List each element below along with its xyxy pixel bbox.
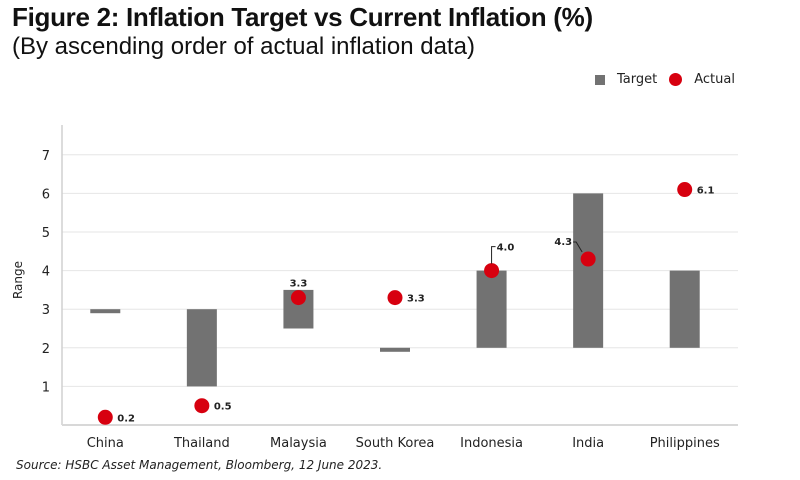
y-tick-labels: 1 2 3 4 5 6 7 [42,149,50,396]
category-label: China [87,436,124,451]
actual-point [194,398,210,414]
category-label: South Korea [356,436,435,451]
actual-point [387,290,403,306]
actual-point [97,409,113,425]
target-bar [669,270,700,348]
category-label: Malaysia [270,436,327,451]
data-label: 4.0 [497,243,515,254]
leader-line [491,246,496,264]
category-label: India [572,436,604,451]
legend-target-swatch [595,74,605,85]
data-label: 3.3 [407,294,425,305]
actual-point [290,290,306,306]
data-label: 6.1 [697,186,715,197]
data-label: 0.5 [214,402,232,413]
target-bar [476,270,507,348]
data-label: 3.3 [290,279,308,290]
category-labels: China Thailand Malaysia South Korea Indonesi… [87,436,720,451]
target-bar [186,309,217,387]
legend-target-label: Target [617,72,658,87]
y-tick-label: 7 [42,149,50,164]
category-label: Philippines [650,436,720,451]
leader-line [573,241,583,253]
target-bars [90,193,700,387]
target-bar [90,309,121,314]
data-label: 4.3 [554,237,572,248]
target-bar [380,347,410,352]
actual-point [677,182,693,198]
category-label: Thailand [173,436,230,451]
y-tick-label: 6 [42,187,50,202]
legend-actual-label: Actual [694,72,735,87]
y-tick-label: 1 [42,380,50,395]
source-note: Source: HSBC Asset Management, Bloomberg… [16,458,383,472]
actual-points: 0.2 0.5 3.3 3.3 4.0 4.3 6.1 [97,182,715,425]
category-label: Indonesia [460,436,523,451]
y-tick-label: 2 [42,342,50,357]
y-tick-label: 4 [42,265,50,280]
actual-point [580,251,596,267]
chart-subtitle: (By ascending order of actual inflation … [12,33,475,60]
chart-title: Figure 2: Inflation Target vs Current In… [12,2,593,32]
legend-actual-swatch [669,73,683,86]
target-bar [573,193,604,348]
y-tick-label: 5 [42,226,50,241]
data-label: 0.2 [117,413,135,424]
actual-point [484,263,500,279]
y-axis-label: Range [11,261,25,299]
y-tick-label: 3 [42,303,50,318]
legend: Target Actual [595,72,735,87]
